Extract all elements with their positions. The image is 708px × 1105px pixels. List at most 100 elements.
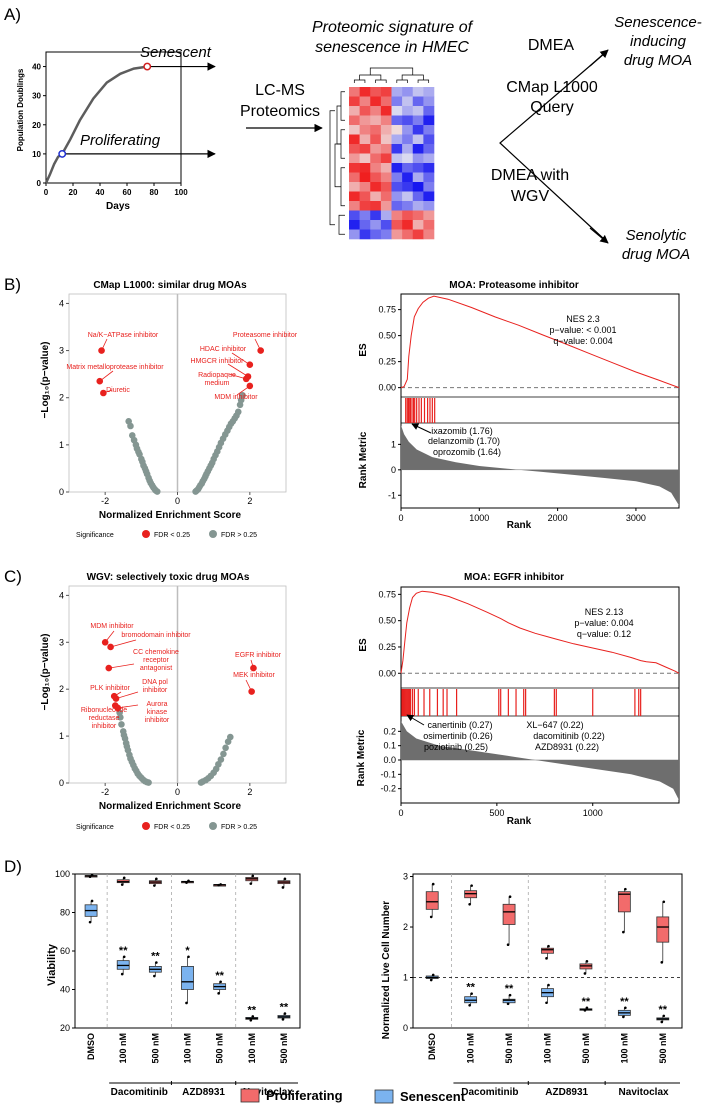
gsea-b-es-tick-label: 0.75 [378,305,396,315]
heatmap-column-dendrogram [359,74,382,80]
volcano-c-y-tick-label: 4 [59,590,64,600]
gsea-c-metric-tick-label: 0.2 [383,726,396,736]
volcano-b-chart: -2 0 2 0 1 2 3 4 Na/K−ATPase inhibitor Matrix met… [59,293,298,506]
heatmap-cell [402,96,414,107]
viability-senescent-point [219,980,222,984]
cell-number-proliferating-box [425,891,439,910]
gsea-c-gene-annotation: osimertinib (0.26) [423,731,493,741]
heatmap-cell [370,87,382,97]
volcano-c-x-tick-label: -2 [101,787,109,797]
volcano-b-sig-label-line: Radiopaque [198,372,236,379]
viability-senescent-point [249,1019,253,1022]
volcano-b-sig-point [96,377,104,385]
heatmap-cell [402,229,414,240]
volcano-c-sig-label-line: inhibitor [143,687,168,694]
heatmap-cell [359,115,371,126]
viability-y-tick-label: 80 [60,908,70,918]
volcano-b-nonsig-point [127,422,134,430]
heatmap-cell [402,144,414,154]
gsea-b-rank-tick-label: 1000 [469,513,489,523]
volcano-c-ylabel: −Log₁₀(p−value) [40,634,51,711]
volcano-b-title: CMap L1000: similar drug MOAs [93,280,247,291]
gsea-b-es-label: ES [358,343,369,357]
senescent-point [143,62,152,71]
gsea-b-title: MOA: Proteasome inhibitor [449,280,579,291]
cell-number-x-tick-label: 500 nM [504,1033,514,1064]
heatmap-cell [380,191,392,202]
viability-proliferating-point [88,875,92,878]
volcano-c-chart: -2 0 2 0 1 2 3 4 MDM inhibitor bromodomain inhibi… [59,585,287,797]
gsea-b-es-tick-label: 0.25 [378,357,396,367]
volcano-c-sig-label-line: reductase [89,715,120,722]
viability-senescent-point [217,992,220,995]
cell-number-significance: ** [620,996,629,1008]
growth-x-tick-label: 0 [44,188,49,197]
volcano-b-sig-point [242,375,250,383]
heatmap-cell [402,125,414,135]
cmap-label-line2: Query [530,99,574,116]
cell-number-senescent-point [547,983,550,987]
viability-significance: ** [151,951,160,963]
volcano-b-x-tick-label: 2 [247,496,252,506]
heatmap-cell [423,96,435,107]
heatmap-cell [391,210,403,221]
cell-number-drug-group-label: Navitoclax [619,1087,669,1098]
viability-proliferating-point [155,877,158,881]
viability-senescent-point [153,974,156,978]
cell-number-x-tick-label: DMSO [427,1033,437,1060]
viability-significance: ** [248,1004,257,1016]
dmea-wgv-label-line1: DMEA with [491,167,569,184]
heatmap-cell [359,106,371,116]
volcano-c-sig-label-line: inhibitor [92,723,117,730]
volcano-b-sig-label: Diuretic [106,387,130,394]
gsea-b-metric-label: Rank Metric [358,431,369,488]
cell-number-boxplot: 0 1 2 3 ** ** ** ** ** DMSO 100 nM 500 nM 100 nM 500 … [403,872,683,1098]
volcano-b-sig-point [100,389,107,397]
gsea-c-annotation-arrow [406,714,425,726]
cell-number-senescent-point [660,1020,664,1024]
viability-y-tick-label: 60 [60,946,70,956]
result-top-line2: inducing [630,33,687,50]
volcano-c-sig-label: PLK inhibitor [90,685,130,692]
cell-number-y-tick-label: 3 [403,872,408,882]
viability-significance: ** [119,945,128,957]
volcano-b-y-tick-label: 2 [59,393,64,403]
heatmap-cell [380,172,392,183]
growth-y-tick-label: 20 [32,121,41,130]
heatmap-row-dendrogram [340,129,345,159]
volcano-b-legend-ns: FDR > 0.25 [221,532,257,539]
heatmap-cell [423,220,435,230]
volcano-c-nonsig-point [118,721,125,728]
gsea-c-title: MOA: EGFR inhibitor [464,572,564,583]
volcano-c-label-connector [110,639,137,648]
heatmap-cell [423,210,435,221]
heatmap-cell [391,163,403,173]
volcano-b-sig-label-line: Proteasome inhibitor [233,332,298,339]
volcano-b-sig-label: HDAC inhibitor [200,346,247,353]
volcano-c-sig-label-line: EGFR inhibitor [235,652,282,659]
heatmap-cell [359,229,371,240]
heatmap-cell [380,106,392,116]
volcano-c-sig-label-line: MEK inhibitor [233,672,275,679]
viability-y-tick-label: 40 [60,985,70,995]
heatmap-cell [391,229,403,240]
cell-number-proliferating-point [622,930,625,934]
volcano-b-sig-point [246,382,254,390]
cell-number-proliferating-point [431,882,435,886]
growth-x-tick-label: 20 [69,188,78,197]
volcano-c-sig-label: DNA pol inhibitor [142,679,168,694]
gsea-c-rank-tick-label: 0 [398,808,403,818]
cell-number-senescent-point [583,1009,587,1012]
viability-significance: ** [215,970,224,982]
heatmap-cell [380,182,392,192]
heatmap-cell [391,191,403,202]
cell-number-significance: ** [466,982,475,994]
cell-number-proliferating-box [541,947,554,954]
volcano-c-nonsig-point [220,750,227,758]
viability-proliferating-point [120,883,124,886]
gsea-c-gene-annotation: XL−647 (0.22) [526,720,583,730]
growth-x-tick-label: 40 [96,188,105,197]
volcano-c-sig-label: Aurora kinase inhibitor [145,701,170,724]
volcano-c-x-tick-label: 0 [175,787,180,797]
